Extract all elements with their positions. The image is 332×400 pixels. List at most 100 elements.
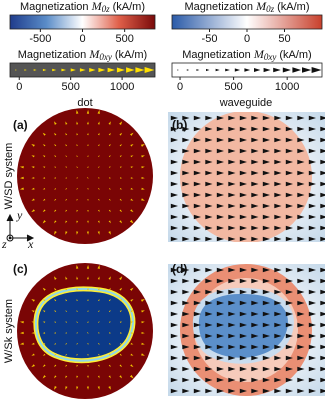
arrow [297, 181, 305, 187]
tick-label: 1000 [110, 81, 134, 93]
arrow [262, 311, 270, 317]
arrow [97, 132, 100, 136]
arrow [274, 322, 282, 328]
arrow [274, 333, 282, 339]
arrow [108, 353, 111, 356]
arrow [65, 166, 67, 168]
arrow [297, 366, 305, 372]
arrow [251, 203, 259, 209]
arrow [228, 236, 236, 242]
arrow [42, 166, 46, 168]
arrow [130, 209, 134, 213]
arrow [130, 321, 134, 323]
arrow [274, 344, 282, 350]
arrow [239, 355, 247, 361]
arrow [76, 121, 79, 125]
title-subscript: 0z [266, 4, 275, 14]
arrow [170, 366, 178, 372]
arrow [274, 115, 282, 121]
arrow [86, 231, 89, 235]
arrow [251, 170, 259, 176]
arrow [225, 68, 230, 72]
arrow [262, 126, 270, 132]
arrow [285, 366, 293, 372]
arrow [76, 166, 78, 168]
arrow [193, 148, 201, 154]
arrow [87, 365, 89, 368]
arrow [53, 343, 57, 345]
arrow [216, 333, 224, 339]
arrow [297, 148, 305, 154]
arrow [193, 192, 201, 198]
arrow [31, 342, 35, 345]
arrow [108, 198, 111, 201]
arrow [89, 68, 96, 72]
arrow [108, 343, 111, 345]
arrow [297, 137, 305, 143]
arrow [108, 209, 111, 213]
arrow [205, 333, 213, 339]
arrow [216, 170, 224, 176]
arrow [87, 287, 89, 291]
arrow [216, 344, 224, 350]
arrow [76, 321, 78, 323]
arrow [87, 166, 89, 168]
axis-label: z [1, 237, 7, 251]
arrow [31, 310, 35, 313]
arrow [54, 231, 57, 235]
arrow [108, 220, 111, 224]
arrow [205, 388, 213, 394]
arrow [282, 67, 291, 73]
arrow [285, 225, 293, 231]
arrow [108, 364, 111, 368]
arrow [182, 115, 190, 121]
arrow [170, 344, 178, 350]
arrow [42, 375, 46, 379]
arrow [274, 300, 282, 306]
arrow [193, 267, 201, 273]
arrow [262, 366, 270, 372]
arrow [42, 332, 46, 334]
arrow [285, 159, 293, 165]
arrow [170, 170, 178, 176]
arrow [130, 132, 134, 136]
arrow [182, 225, 190, 231]
title-subscript: 0z [102, 4, 111, 14]
arrow [42, 299, 46, 302]
arrow [297, 192, 305, 198]
arrow [31, 353, 35, 356]
arrow [76, 287, 78, 291]
arrow [15, 69, 17, 71]
arrow [76, 354, 78, 356]
arrow [239, 236, 247, 242]
arrow [119, 364, 123, 368]
arrow [320, 225, 325, 231]
arrow [182, 137, 190, 143]
arrow [141, 198, 145, 201]
panel-c [17, 263, 153, 399]
arrow [320, 333, 325, 339]
arrow [86, 109, 90, 114]
arrow [65, 177, 67, 179]
arrow [262, 344, 270, 350]
arrow [19, 187, 24, 190]
arrow [274, 366, 282, 372]
arrow [239, 344, 247, 350]
arrow [76, 364, 78, 368]
arrow [308, 322, 316, 328]
arrow [182, 192, 190, 198]
arrow [108, 375, 111, 379]
arrow [205, 214, 213, 220]
arrow [182, 311, 190, 317]
arrow [119, 287, 123, 291]
arrow [228, 181, 236, 187]
arrow [119, 188, 123, 190]
arrow [262, 267, 270, 273]
arrow [239, 203, 247, 209]
arrow [108, 386, 111, 390]
tick-label: 500 [224, 81, 242, 93]
arrow [193, 278, 201, 284]
title-symbol: M [255, 0, 267, 13]
arrow [206, 68, 210, 72]
arrow [239, 148, 247, 154]
